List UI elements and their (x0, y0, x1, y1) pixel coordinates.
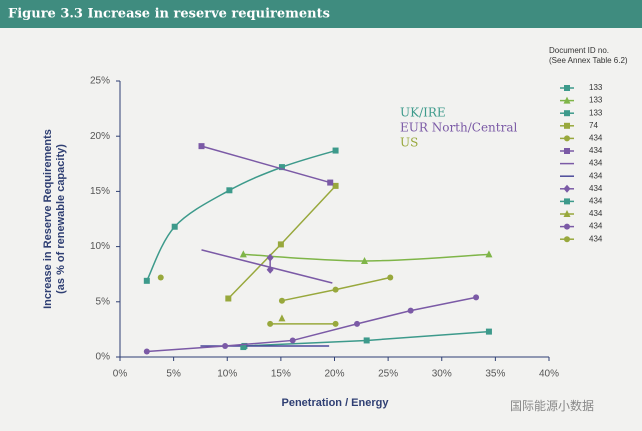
legend-swatch-marker (564, 85, 570, 91)
y-axis-title: Increase in Reserve Requirements (as % o… (42, 129, 67, 309)
legend-swatch-marker (563, 96, 571, 104)
x-tick-label: 30% (432, 369, 452, 380)
legend-label: 434 (589, 159, 603, 168)
y-tick-label: 15% (90, 186, 110, 197)
y-axis-title-line: (as % of renewable capacity) (55, 144, 67, 294)
x-tick-label: 15% (271, 369, 291, 380)
marker (171, 223, 178, 230)
y-tick-label: 10% (90, 241, 110, 252)
legend-swatch-marker (564, 198, 570, 205)
x-axis-title: Penetration / Energy (282, 397, 390, 409)
marker (277, 241, 284, 248)
series-line (201, 145, 331, 184)
annotation: US (400, 136, 418, 150)
legend-swatch-marker (564, 135, 570, 142)
marker (222, 342, 229, 349)
marker (198, 143, 205, 150)
marker (485, 250, 493, 258)
marker (485, 328, 492, 335)
series-line (201, 249, 333, 284)
legend-swatch-marker (564, 148, 570, 154)
legend-label: 74 (589, 121, 598, 130)
marker (226, 187, 233, 194)
series-line (146, 296, 477, 353)
marker (332, 286, 339, 293)
chart-title: Figure 3.3 Increase in reserve requireme… (8, 7, 330, 22)
legend-swatch-marker (563, 210, 571, 217)
y-axis-title-line: Increase in Reserve Requirements (42, 129, 54, 309)
x-tick-label: 5% (166, 369, 181, 380)
legend-label: 434 (589, 209, 603, 218)
annotation: EUR North/Central (400, 121, 518, 135)
header-bar (0, 0, 642, 28)
legend-swatch-marker (564, 122, 570, 129)
legend-label: 434 (589, 197, 603, 206)
legend-label: 434 (589, 222, 603, 231)
legend-label: 434 (589, 134, 603, 143)
legend-label: 133 (589, 83, 603, 92)
legend-label: 434 (589, 184, 603, 193)
x-tick-label: 35% (485, 369, 505, 380)
legend-title: Document ID no. (549, 46, 609, 55)
y-tick-label: 0% (96, 352, 111, 363)
marker (278, 164, 285, 171)
marker (332, 320, 339, 327)
marker (387, 274, 394, 281)
marker (354, 320, 361, 327)
marker (239, 250, 247, 258)
marker (143, 277, 150, 284)
marker (327, 179, 334, 186)
marker (332, 147, 339, 154)
legend-label: 434 (589, 171, 603, 180)
series-line (243, 253, 489, 262)
legend-title: (See Annex Table 6.2) (549, 56, 628, 65)
marker (267, 320, 274, 327)
marker (473, 294, 480, 301)
legend-swatch-marker (564, 223, 570, 230)
marker (361, 256, 369, 264)
marker (278, 314, 286, 322)
legend-label: 434 (589, 234, 603, 243)
marker (157, 274, 164, 281)
marker (278, 297, 285, 304)
marker (407, 307, 414, 314)
y-tick-label: 25% (90, 76, 110, 87)
x-tick-label: 0% (113, 369, 128, 380)
legend-label: 133 (589, 96, 603, 105)
legend-swatch-marker (564, 236, 570, 243)
marker (363, 337, 370, 344)
annotation: UK/IRE (400, 106, 446, 120)
legend-swatch-marker (564, 110, 570, 117)
legend-label: 434 (589, 146, 603, 155)
x-tick-label: 40% (539, 369, 559, 380)
marker (143, 348, 150, 355)
marker (266, 253, 274, 262)
legend-swatch-marker (563, 184, 571, 193)
marker (240, 344, 247, 351)
legend-label: 133 (589, 108, 603, 117)
marker (289, 337, 296, 344)
x-tick-label: 20% (324, 369, 344, 380)
x-tick-label: 10% (217, 369, 237, 380)
x-tick-label: 25% (378, 369, 398, 380)
marker (225, 295, 232, 302)
watermark: 国际能源小数据 (510, 398, 594, 413)
y-tick-label: 20% (90, 131, 110, 142)
marker (266, 265, 274, 274)
y-tick-label: 5% (96, 296, 111, 307)
marker (332, 182, 339, 189)
